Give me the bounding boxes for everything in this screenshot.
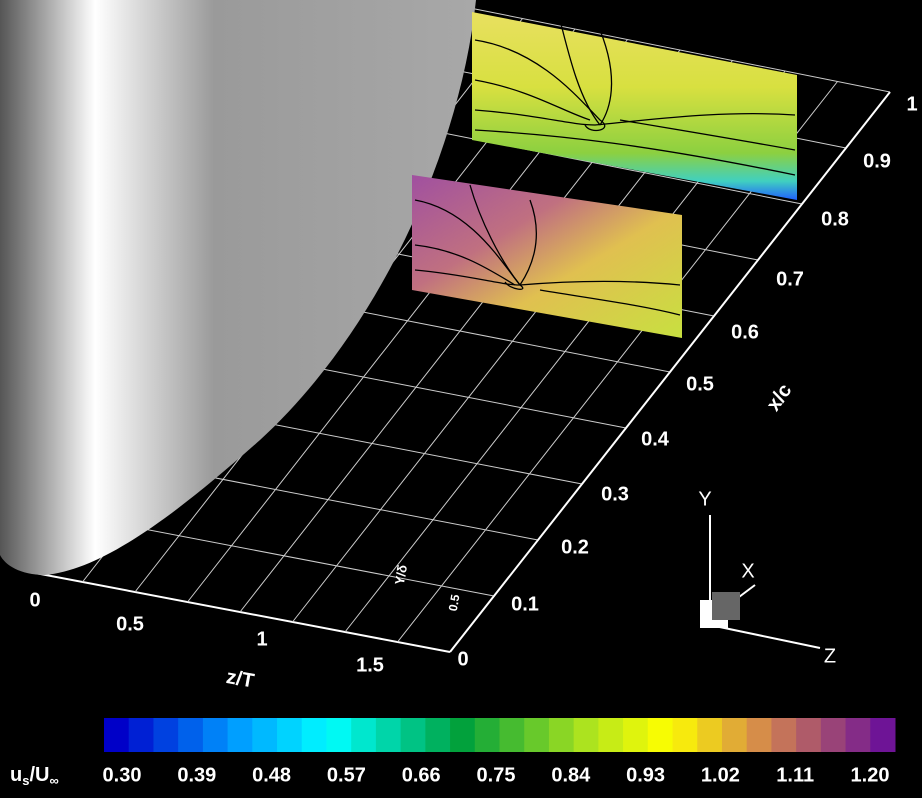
colorbar-cell xyxy=(796,718,821,752)
x-tick-label: 0.7 xyxy=(776,268,804,290)
x-tick-label: 1 xyxy=(906,93,917,115)
z-axis-label: z/T xyxy=(225,666,256,692)
colorbar-tick-label: 0.66 xyxy=(402,764,441,786)
colorbar-cell xyxy=(326,718,351,752)
colorbar-tick-label: 0.39 xyxy=(177,764,216,786)
colorbar-cell xyxy=(425,718,450,752)
triad-x: X xyxy=(741,560,754,582)
colorbar-cell xyxy=(228,718,253,752)
x-tick-label: 0.2 xyxy=(561,536,589,558)
colorbar-cell xyxy=(277,718,302,752)
colorbar-tick-label: 1.11 xyxy=(776,764,814,786)
plane-upper xyxy=(472,12,797,200)
body-surface xyxy=(0,0,476,575)
colorbar-cell xyxy=(203,718,228,752)
colorbar-cell xyxy=(846,718,871,752)
colorbar-cell xyxy=(401,718,426,752)
x-tick-label: 0 xyxy=(457,648,468,670)
colorbar-cell xyxy=(747,718,772,752)
colorbar-cell xyxy=(500,718,525,752)
triad xyxy=(710,515,820,648)
colorbar-cell xyxy=(648,718,673,752)
z-tick-label: 0.5 xyxy=(116,613,144,635)
triad-y: Y xyxy=(698,488,711,510)
triad-box xyxy=(712,592,740,620)
colorbar-tick-label: 0.48 xyxy=(252,764,291,786)
colorbar-cell xyxy=(351,718,376,752)
colorbar-cell xyxy=(104,718,129,752)
colorbar-tick-label: 0.84 xyxy=(551,764,591,786)
colorbar-cell xyxy=(623,718,648,752)
colorbar-cell xyxy=(821,718,846,752)
x-tick-label: 0.6 xyxy=(731,321,759,343)
colorbar-cell xyxy=(673,718,698,752)
colorbar-tick-label: 0.30 xyxy=(103,764,142,786)
colorbar-tick-label: 0.57 xyxy=(327,764,366,786)
colorbar-tick-label: 1.20 xyxy=(851,764,890,786)
colorbar-tick-label: 1.02 xyxy=(701,764,740,786)
title-part: u xyxy=(10,764,22,786)
colorbar-cell xyxy=(574,718,599,752)
x-axis-label: x/c xyxy=(762,380,796,415)
colorbar xyxy=(104,718,896,752)
colorbar-cell xyxy=(697,718,722,752)
colorbar-cell xyxy=(870,718,895,752)
colorbar-title: us/U∞ xyxy=(10,764,59,788)
colorbar-cell xyxy=(252,718,277,752)
z-tick-label: 1 xyxy=(256,628,267,650)
colorbar-cell xyxy=(129,718,154,752)
colorbar-cell xyxy=(598,718,623,752)
y-axis-label: Y/δ xyxy=(392,563,410,586)
colorbar-tick-label: 0.93 xyxy=(626,764,665,786)
y-tick-label: 0.5 xyxy=(446,593,463,612)
colorbar-cell xyxy=(475,718,500,752)
x-tick-label: 0.3 xyxy=(601,483,629,505)
x-tick-label: 0.4 xyxy=(641,428,670,450)
figure: Y X Z x/c z/T Y/δ 0.5 us/U∞ 0 0.1 0.2 0.3 0.… xyxy=(0,0,922,798)
colorbar-cell xyxy=(549,718,574,752)
title-part: ∞ xyxy=(49,773,58,788)
colorbar-cell xyxy=(153,718,178,752)
x-tick-label: 0.8 xyxy=(821,208,849,230)
x-tick-label: 0.1 xyxy=(511,593,539,615)
colorbar-cell xyxy=(722,718,747,752)
title-part: /U xyxy=(29,764,49,786)
colorbar-cell xyxy=(450,718,475,752)
x-tick-label: 0.5 xyxy=(686,373,714,395)
z-tick-label: 1.5 xyxy=(356,654,384,676)
colorbar-cell xyxy=(302,718,327,752)
colorbar-cell xyxy=(178,718,203,752)
colorbar-cell xyxy=(376,718,401,752)
colorbar-tick-label: 0.75 xyxy=(477,764,516,786)
triad-z: Z xyxy=(824,645,836,667)
z-tick-label: 0 xyxy=(29,589,40,611)
title-part: s xyxy=(22,773,29,788)
x-tick-label: 0.9 xyxy=(863,150,891,172)
colorbar-cell xyxy=(524,718,549,752)
colorbar-cell xyxy=(771,718,796,752)
